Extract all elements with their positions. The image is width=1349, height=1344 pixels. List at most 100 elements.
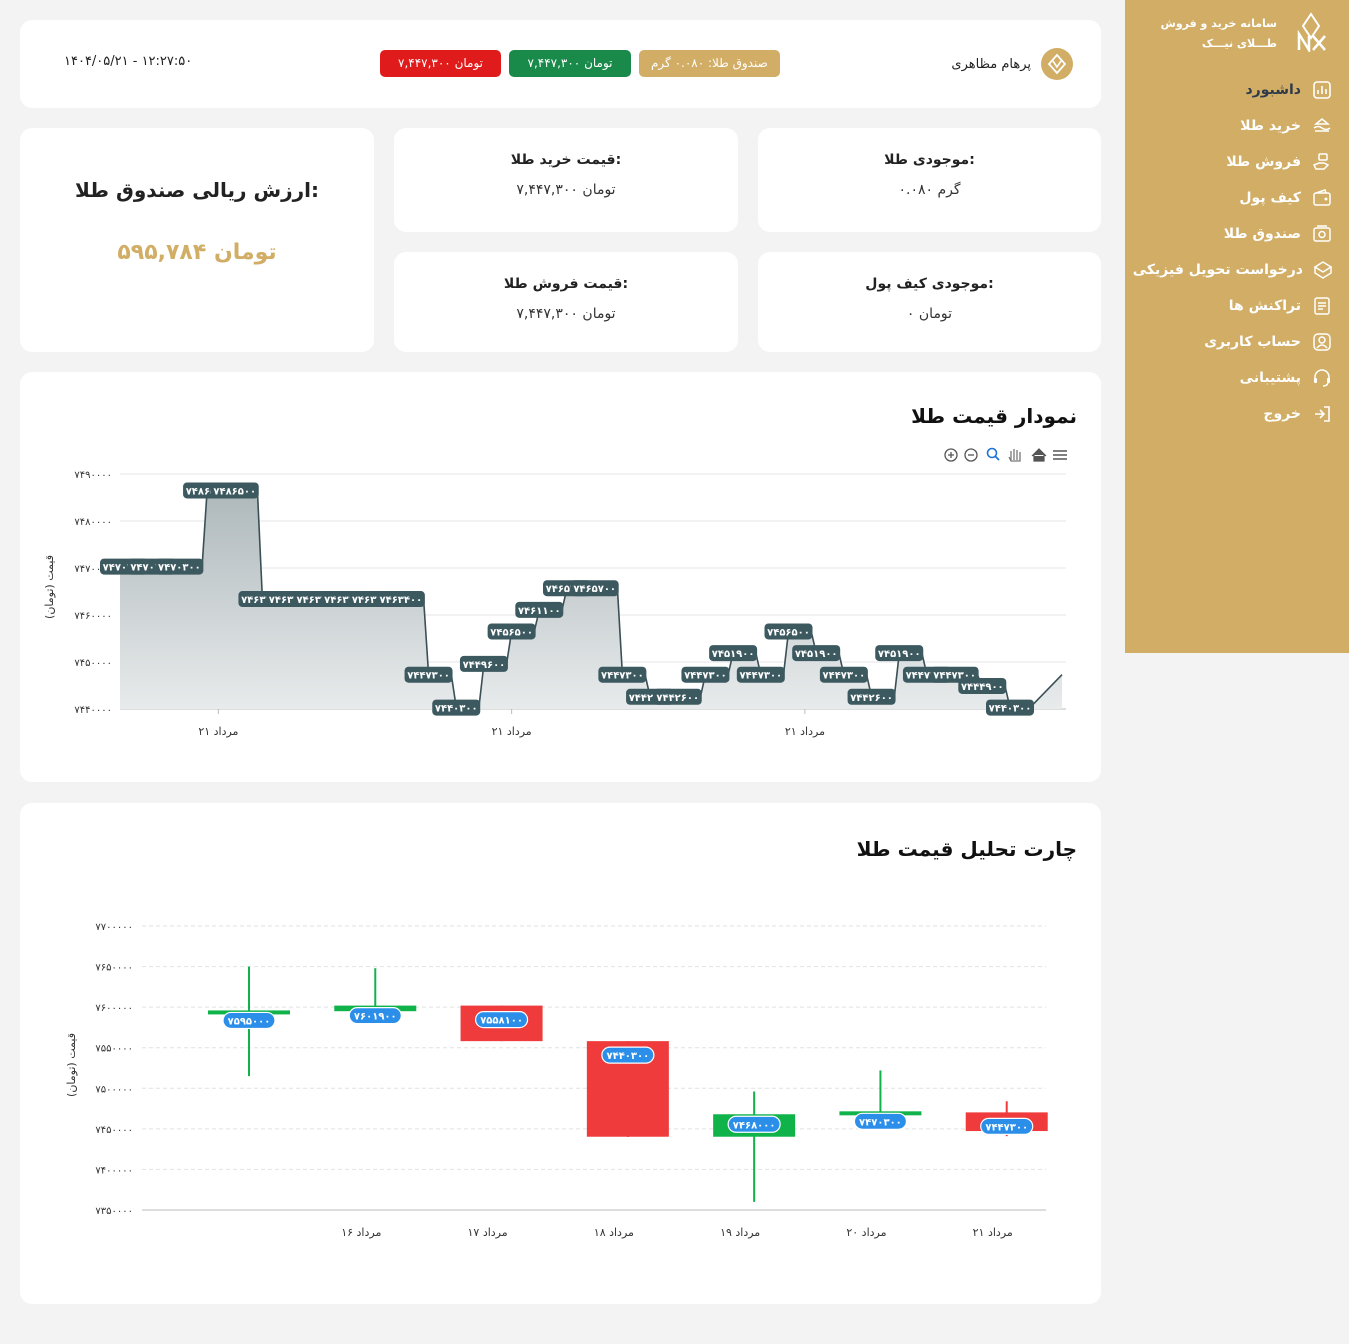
datetime: ۱۴۰۴/۰۵/۲۱ - ۱۲:۲۷:۵۰: [64, 54, 193, 69]
area-data-label-text: ۷۴۴۷۳۰۰: [407, 671, 450, 682]
area-data-label: ۷۴۴۰۳۰۰: [432, 699, 481, 716]
zoom-out-icon[interactable]: [964, 448, 978, 462]
dashboard-icon: [1311, 79, 1333, 101]
user-profile[interactable]: پرهام مظاهری: [951, 48, 1073, 80]
gold-balance-value: ۰.۰۸۰ گرم: [898, 182, 961, 198]
area-data-label-box: [570, 580, 619, 597]
sidebar-item-logout[interactable]: خروج: [1133, 396, 1333, 432]
area-data-label-text: ۷۴۴۴۹۰۰: [961, 682, 1004, 693]
candle-y-tick: ۷۴۰۰۰۰۰: [95, 1165, 133, 1176]
area-y-tick: ۷۴۸۰۰۰۰: [74, 517, 112, 528]
area-data-label-text: ۷۴۵۶۵۰۰: [767, 627, 810, 638]
area-data-label-box: [847, 688, 896, 705]
sidebar-item-buy-gold[interactable]: خرید طلا: [1133, 108, 1333, 144]
candle-label-box: [348, 1007, 402, 1025]
candle-label: ۷۴۴۷۳۰۰: [980, 1117, 1034, 1135]
brand-avatar-icon: [1047, 53, 1067, 75]
brand-text: سامانه خرید و فروش طـــلای نیـــک: [1161, 14, 1277, 54]
support-icon: [1311, 367, 1333, 389]
area-y-tick: ۷۴۶۰۰۰۰: [74, 611, 112, 622]
sell-price-title: قیمت فروش طلا:: [503, 276, 629, 292]
candle-label-text: ۷۴۶۸۰۰۰: [733, 1120, 776, 1131]
area-data-label: ۷۴۷۰۳۰۰: [155, 558, 204, 575]
candle: ۷۴۷۰۳۰۰: [839, 1070, 922, 1130]
area-data-label-text: ۷۴۴۲۶۰۰: [850, 693, 893, 704]
area-data-label-text: ۷۴۶۳۴۰۰: [241, 595, 284, 606]
gold-fund-icon: [1311, 223, 1333, 245]
gold-price-chart: ۷۴۴۰۰۰۰ ۷۴۵۰۰۰۰ ۷۴۶۰۰۰۰ ۷۴۷۰۰۰۰ ۷۴۸۰۰۰۰ ۷۴۹۰۰…: [43, 447, 1067, 738]
buy-price-value: ۷,۴۴۷,۳۰۰ تومان: [516, 182, 616, 198]
chart-menu-icon[interactable]: [1053, 450, 1067, 460]
candle-label: ۷۴۴۰۳۰۰: [601, 1046, 655, 1064]
area-x-tick: مرداد ۲۱: [198, 725, 238, 738]
area-data-label-text: ۷۴۵۱۹۰۰: [878, 649, 921, 660]
sidebar-item-gold-fund[interactable]: صندوق طلا: [1133, 216, 1333, 252]
sidebar-item-label: درخواست تحویل فیزیکی: [1132, 262, 1303, 278]
sidebar-item-support[interactable]: پشتیبانی: [1133, 360, 1333, 396]
sidebar-item-wallet[interactable]: کیف پول: [1133, 180, 1333, 216]
area-data-label-box: [653, 688, 702, 705]
candle-label-text: ۷۵۹۵۰۰۰: [228, 1016, 271, 1027]
sidebar-item-label: خروج: [1263, 406, 1301, 422]
pan-hand-icon[interactable]: [1008, 449, 1021, 462]
gold-fund-badge: صندوق طلا: ۰.۰۸۰ گرم: [639, 50, 780, 77]
area-data-label-text: ۷۴۴۷۳۰۰: [684, 671, 727, 682]
sidebar-item-label: پشتیبانی: [1239, 370, 1301, 386]
candle-label-text: ۷۵۵۸۱۰۰: [480, 1016, 523, 1027]
sidebar-item-transactions[interactable]: تراکنش ها: [1133, 288, 1333, 324]
candle-label-text: ۷۶۰۱۹۰۰: [354, 1012, 397, 1023]
area-data-label-text: ۷۴۴۹۶۰۰: [463, 660, 506, 671]
reset-home-icon[interactable]: [1031, 448, 1047, 462]
sell-gold-icon: [1311, 151, 1333, 173]
area-data-label: ۷۴۴۷۳۰۰: [598, 666, 647, 683]
sidebar-item-sell-gold[interactable]: فروش طلا: [1133, 144, 1333, 180]
area-data-label-text: ۷۴۶۵۷۰۰: [573, 584, 616, 595]
selection-zoom-icon[interactable]: [986, 447, 1000, 461]
area-data-label-text: ۷۴۷۰۳۰۰: [130, 563, 173, 574]
wallet-balance-title: موجودی کیف پول:: [865, 276, 994, 292]
area-data-label-box: [792, 645, 841, 662]
sidebar-item-user-account[interactable]: حساب کاربری: [1133, 324, 1333, 360]
area-data-label: ۷۴۴۰۳۰۰: [986, 699, 1034, 716]
area-data-label-text: ۷۴۸۶۵۰۰: [186, 486, 229, 497]
fund-value-card: ارزش ریالی صندوق طلا: ۵۹۵,۷۸۴ تومان: [20, 128, 374, 352]
candle-y-tick: ۷۵۵۰۰۰۰: [95, 1044, 133, 1055]
brand-logo-icon: [1297, 12, 1326, 52]
top-bar: پرهام مظاهری صندوق طلا: ۰.۰۸۰ گرم ۷,۴۴۷,…: [20, 20, 1101, 108]
area-data-label-box: [487, 623, 536, 640]
gold-price-chart-title: نمودار قیمت طلا: [911, 404, 1077, 428]
brand[interactable]: سامانه خرید و فروش طـــلای نیـــک: [1149, 12, 1329, 54]
area-data-label-box: [210, 482, 259, 499]
area-data-label: ۷۴۴۷۳۰۰: [681, 666, 730, 683]
area-data-label-box: [155, 558, 204, 575]
area-data-label: ۷۴۴۹۶۰۰: [459, 655, 508, 672]
area-data-label-box: [986, 699, 1034, 716]
area-data-label: ۷۴۵۶۵۰۰: [487, 623, 536, 640]
sell-price-card: قیمت فروش طلا: ۷,۴۴۷,۳۰۰ تومان: [394, 252, 738, 352]
area-data-label-text: ۷۴۴۰۳۰۰: [989, 704, 1032, 715]
area-data-label: ۷۴۴۴۹۰۰: [958, 677, 1007, 694]
sidebar-item-dashboard[interactable]: داشبورد: [1133, 72, 1333, 108]
zoom-in-icon[interactable]: [944, 448, 958, 462]
area-data-label: ۷۴۵۶۵۰۰: [764, 623, 813, 640]
gold-balance-card: موجودی طلا: ۰.۰۸۰ گرم: [758, 128, 1101, 232]
candle-label-box: [474, 1011, 529, 1029]
area-data-label-text: ۷۴۴۷۳۰۰: [823, 671, 866, 682]
area-y-tick: ۷۴۹۰۰۰۰: [74, 470, 112, 481]
candle: ۷۴۴۷۳۰۰: [965, 1101, 1048, 1137]
brand-line2: طـــلای نیـــک: [1201, 37, 1277, 50]
sidebar-item-delivery[interactable]: درخواست تحویل فیزیکی: [1133, 252, 1333, 288]
sidebar-item-label: صندوق طلا: [1223, 226, 1301, 242]
area-data-label-text: ۷۴۴۷۳۰۰: [601, 671, 644, 682]
candle-y-tick: ۷۵۰۰۰۰۰: [95, 1084, 133, 1095]
brand-line1: سامانه خرید و فروش: [1160, 17, 1277, 30]
sell-price-badge: ۷,۴۴۷,۳۰۰ تومان: [380, 50, 501, 77]
area-data-label-box: [875, 645, 924, 662]
area-data-label: ۷۴۵۱۹۰۰: [875, 645, 924, 662]
sidebar-item-label: حساب کاربری: [1204, 334, 1301, 350]
candle-label-text: ۷۴۴۰۳۰۰: [606, 1051, 649, 1062]
area-data-label-text: ۷۴۶۳۴۰۰: [269, 595, 312, 606]
area-data-label-text: ۷۴۶۳۴۰۰: [380, 595, 423, 606]
area-data-label-text: ۷۴۴۲۶۰۰: [629, 693, 672, 704]
candle: ۷۴۴۰۳۰۰: [586, 1041, 669, 1137]
